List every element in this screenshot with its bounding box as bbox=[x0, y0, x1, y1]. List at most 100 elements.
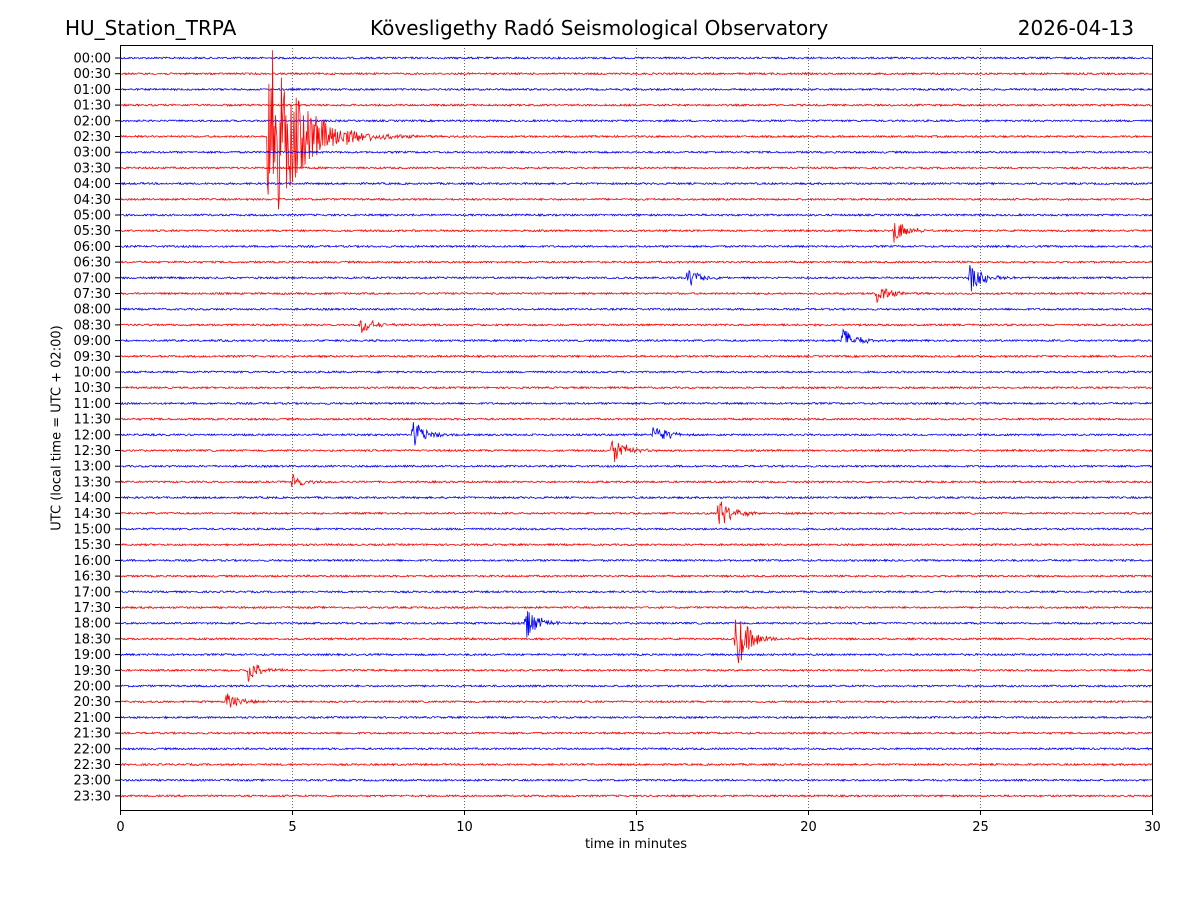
y-tick-label: 12:00 bbox=[74, 428, 111, 443]
trace-0100 bbox=[120, 87, 1153, 92]
y-tick-label: 07:00 bbox=[74, 271, 111, 286]
y-tick-label: 19:30 bbox=[74, 664, 111, 679]
y-tick-label: 11:00 bbox=[74, 397, 111, 412]
y-tick-label: 20:00 bbox=[74, 680, 111, 695]
y-tick-label: 14:30 bbox=[74, 507, 111, 522]
y-tick-label: 23:00 bbox=[74, 774, 111, 789]
y-tick-label: 13:00 bbox=[74, 460, 111, 475]
trace-1530 bbox=[119, 542, 1153, 547]
y-tick-label: 08:00 bbox=[74, 303, 111, 318]
trace-2130 bbox=[119, 731, 1153, 736]
trace-2200 bbox=[119, 746, 1153, 751]
y-tick-label: 21:30 bbox=[74, 727, 111, 742]
y-tick-label: 03:30 bbox=[74, 161, 111, 176]
trace-1300 bbox=[119, 464, 1153, 469]
trace-2000 bbox=[119, 684, 1153, 688]
y-tick-label: 00:00 bbox=[74, 52, 111, 67]
y-tick-label: 16:00 bbox=[74, 554, 111, 569]
trace-1030 bbox=[119, 385, 1153, 390]
y-tick-label: 22:30 bbox=[74, 758, 111, 773]
y-tick-label: 05:00 bbox=[74, 209, 111, 224]
station-name: HU_Station_TRPA bbox=[65, 16, 237, 40]
y-tick-label: 04:30 bbox=[74, 193, 111, 208]
x-tick-label: 25 bbox=[972, 820, 989, 835]
trace-2300 bbox=[119, 778, 1153, 783]
y-tick-label: 09:00 bbox=[74, 334, 111, 349]
y-axis-label: UTC (local time = UTC + 02:00) bbox=[49, 325, 65, 531]
x-tick-label: 15 bbox=[628, 820, 645, 835]
x-tick-label: 30 bbox=[1144, 820, 1161, 835]
trace-1500 bbox=[119, 527, 1153, 531]
trace-0030 bbox=[119, 71, 1153, 76]
trace-0000 bbox=[119, 56, 1152, 60]
trace-2330 bbox=[119, 793, 1153, 798]
y-tick-label: 11:30 bbox=[74, 413, 111, 428]
trace-1100 bbox=[119, 401, 1153, 406]
trace-1400 bbox=[119, 495, 1153, 500]
trace-0500 bbox=[119, 213, 1153, 217]
x-tick-label: 0 bbox=[116, 820, 124, 835]
trace-0700 bbox=[119, 265, 1153, 292]
y-tick-label: 20:30 bbox=[74, 695, 111, 710]
trace-1730 bbox=[119, 605, 1153, 610]
trace-2030 bbox=[119, 693, 1153, 708]
y-tick-label: 02:30 bbox=[74, 130, 111, 145]
trace-0430 bbox=[119, 197, 1153, 202]
y-tick-label: 08:30 bbox=[74, 318, 111, 333]
y-tick-label: 16:30 bbox=[74, 570, 111, 585]
y-tick-label: 07:30 bbox=[74, 287, 111, 302]
y-tick-label: 01:00 bbox=[74, 83, 111, 98]
y-tick-label: 06:30 bbox=[74, 256, 111, 271]
trace-1600 bbox=[119, 558, 1153, 563]
trace-0530 bbox=[119, 223, 1153, 243]
y-tick-label: 17:30 bbox=[74, 601, 111, 616]
y-tick-label: 17:00 bbox=[74, 585, 111, 600]
y-tick-label: 18:00 bbox=[74, 617, 111, 632]
x-axis-label: time in minutes bbox=[584, 837, 688, 852]
trace-0600 bbox=[119, 244, 1153, 249]
trace-1700 bbox=[119, 589, 1152, 594]
trace-2230 bbox=[119, 762, 1153, 767]
trace-1200 bbox=[119, 422, 1153, 446]
trace-1900 bbox=[119, 652, 1153, 657]
trace-0300 bbox=[119, 150, 1153, 155]
y-tick-label: 18:30 bbox=[74, 632, 111, 647]
trace-0130 bbox=[119, 103, 1153, 108]
y-tick-label: 21:00 bbox=[74, 711, 111, 726]
y-tick-label: 10:30 bbox=[74, 381, 111, 396]
x-tick-label: 20 bbox=[800, 820, 817, 835]
trace-2100 bbox=[119, 715, 1153, 720]
y-tick-label: 12:30 bbox=[74, 444, 111, 459]
trace-1800 bbox=[119, 611, 1153, 638]
trace-1630 bbox=[119, 574, 1152, 578]
y-tick-label: 05:30 bbox=[74, 224, 111, 239]
y-tick-label: 23:30 bbox=[74, 789, 111, 804]
trace-0730 bbox=[119, 288, 1153, 303]
chart-date: 2026-04-13 bbox=[1017, 16, 1134, 40]
y-tick-label: 04:00 bbox=[74, 177, 111, 192]
y-tick-label: 14:00 bbox=[74, 491, 111, 506]
trace-0200 bbox=[119, 118, 1153, 123]
trace-0800 bbox=[119, 307, 1153, 312]
trace-0400 bbox=[119, 181, 1153, 186]
chart-title: Kövesligethy Radó Seismological Observat… bbox=[370, 16, 829, 40]
y-tick-label: 00:30 bbox=[74, 67, 111, 82]
trace-0900 bbox=[119, 328, 1153, 345]
y-tick-label: 22:00 bbox=[74, 742, 111, 757]
trace-1830 bbox=[119, 619, 1153, 664]
x-tick-label: 5 bbox=[288, 820, 296, 835]
plot-frame bbox=[120, 45, 1153, 811]
trace-1330 bbox=[119, 474, 1153, 488]
y-tick-label: 01:30 bbox=[74, 99, 111, 114]
y-tick-label: 06:00 bbox=[74, 240, 111, 255]
x-tick-label: 10 bbox=[456, 820, 473, 835]
y-tick-label: 15:00 bbox=[74, 523, 111, 538]
y-tick-label: 15:30 bbox=[74, 538, 111, 553]
y-tick-label: 03:00 bbox=[74, 146, 111, 161]
y-tick-label: 02:00 bbox=[74, 114, 111, 129]
trace-0630 bbox=[119, 260, 1153, 264]
trace-0330 bbox=[119, 165, 1153, 170]
trace-1000 bbox=[119, 369, 1152, 374]
trace-1230 bbox=[119, 439, 1153, 463]
